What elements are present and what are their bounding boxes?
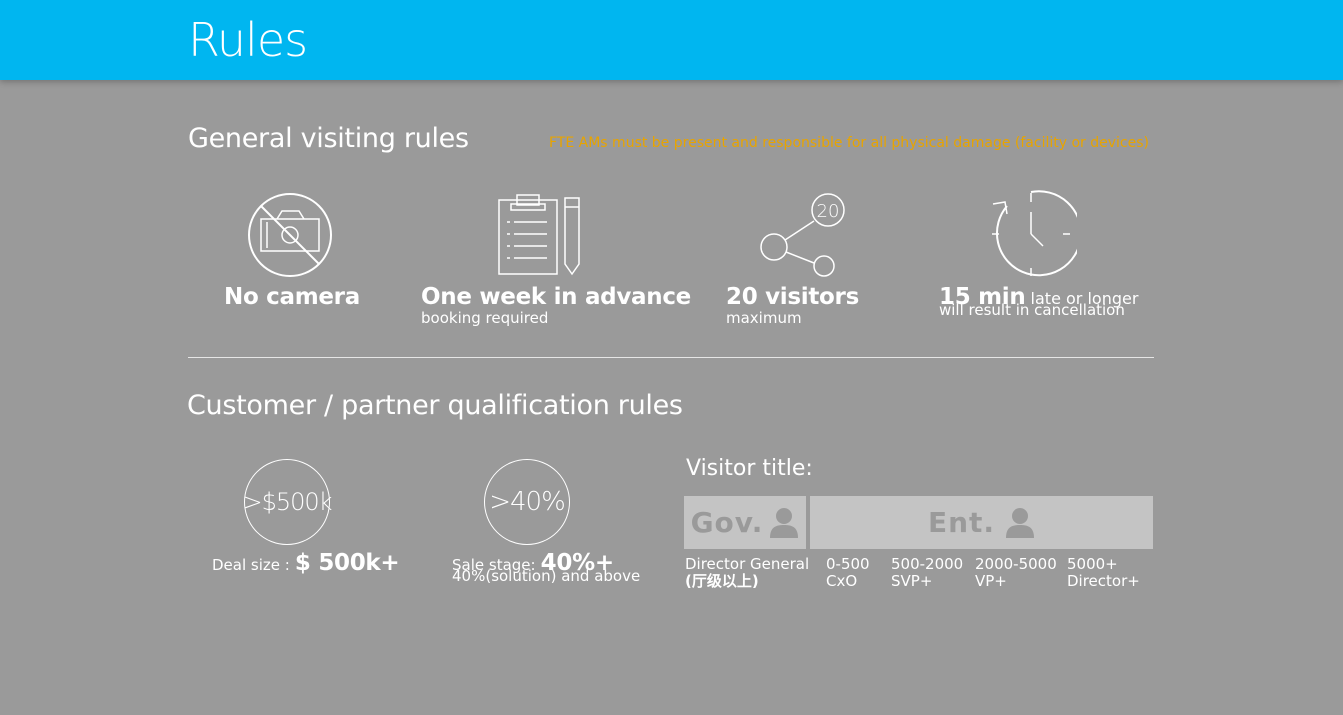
clock-icon <box>992 190 1077 277</box>
sale-stage-sub: 40%(solution) and above <box>452 567 641 585</box>
rule-late: 15 min late or longer will result in can… <box>939 284 1138 319</box>
sale-stage-rule: Sale stage: 40%+ 40%(solution) and above <box>452 550 640 585</box>
tier-size: 5000+ <box>1067 555 1118 573</box>
general-rules-title: General visiting rules <box>188 123 469 154</box>
rule-sub-text: maximum <box>726 309 802 327</box>
tier-2000-5000: 2000-5000 VP+ <box>975 556 1057 590</box>
person-icon <box>1006 507 1035 538</box>
gov-title-line1: Director General <box>685 555 810 573</box>
deal-size-value: $ 500k+ <box>294 550 400 576</box>
rule-main-text: No camera <box>224 284 360 310</box>
share-nodes-icon: 20 <box>760 193 845 277</box>
sale-stage-circle: >40% <box>484 459 570 545</box>
no-camera-icon <box>248 193 332 277</box>
rule-main-text: 20 visitors <box>726 284 859 310</box>
person-icon <box>770 507 799 538</box>
rule-main-text: 15 min <box>939 284 1026 310</box>
gov-title-line2: (厅级以上) <box>685 572 759 590</box>
tier-0-500: 0-500 CxO <box>826 556 870 590</box>
rule-one-week: One week in advance booking required <box>421 284 691 327</box>
ent-label: Ent. <box>927 506 996 539</box>
gov-title: Director General (厅级以上) <box>685 556 809 590</box>
rule-main-text: One week in advance <box>421 284 691 310</box>
tier-title: CxO <box>826 572 858 590</box>
clipboard-icon <box>498 194 580 276</box>
gov-label: Gov. <box>690 506 764 539</box>
deal-size-rule: Deal size : $ 500k+ <box>212 550 400 576</box>
deal-size-label: Deal size : <box>212 556 290 574</box>
fte-note: FTE AMs must be present and responsible … <box>549 135 1149 151</box>
rule-inline-text: late or longer <box>1030 289 1139 308</box>
sale-stage-value: 40%+ <box>540 550 614 576</box>
tier-title: SVP+ <box>891 572 933 590</box>
visitor-badge: 20 <box>817 201 840 222</box>
rule-visitors: 20 visitors maximum <box>726 284 859 327</box>
sale-stage-label: Sale stage: <box>452 556 536 574</box>
ent-box: Ent. <box>810 496 1153 549</box>
tier-size: 500-2000 <box>891 555 964 573</box>
tier-title: Director+ <box>1067 572 1140 590</box>
rule-sub-text: booking required <box>421 309 549 327</box>
qualification-rules-title: Customer / partner qualification rules <box>187 390 683 421</box>
tier-size: 2000-5000 <box>975 555 1057 573</box>
tier-size: 0-500 <box>826 555 870 573</box>
rule-no-camera: No camera <box>224 284 360 310</box>
rule-sub-text: will result in cancellation <box>939 301 1125 319</box>
gov-box: Gov. <box>684 496 806 549</box>
page-title: Rules <box>188 13 308 67</box>
tier-title: VP+ <box>975 572 1007 590</box>
header-bar: Rules <box>0 0 1343 80</box>
deal-size-circle: >$500k <box>242 459 333 545</box>
visitor-title-heading: Visitor title: <box>686 456 813 481</box>
section-divider <box>188 357 1154 358</box>
tier-5000-plus: 5000+ Director+ <box>1067 556 1140 590</box>
tier-500-2000: 500-2000 SVP+ <box>891 556 963 590</box>
